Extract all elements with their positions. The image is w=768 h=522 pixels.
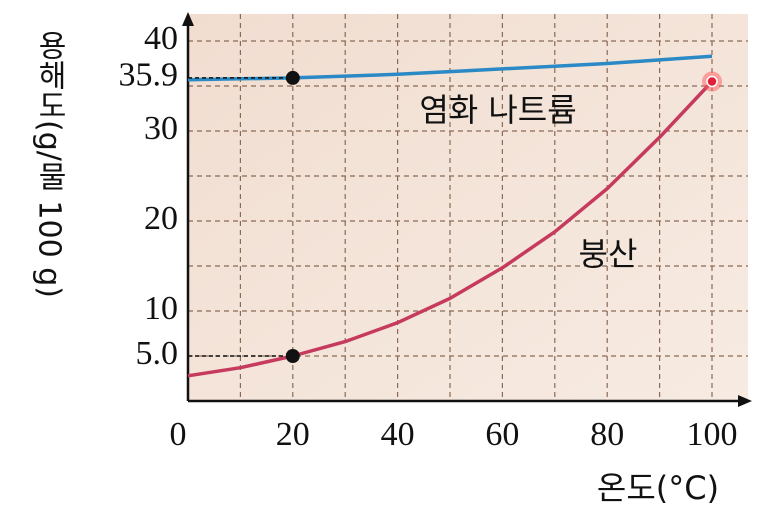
data-point (285, 70, 300, 85)
y-tick-label: 10 (144, 290, 178, 327)
x-tick-label: 40 (381, 416, 415, 453)
y-tick-label: 40 (144, 20, 178, 57)
end-point (706, 75, 718, 88)
series-label: 붕산 (579, 235, 638, 273)
y-axis-arrow (182, 12, 194, 26)
x-axis-label: 온도(°C) (597, 469, 719, 507)
series-line (187, 80, 714, 378)
data-point (285, 349, 300, 363)
x-axis-arrow (738, 395, 752, 407)
y-tick-label: 20 (144, 200, 178, 237)
y-tick-label: 30 (144, 110, 178, 147)
y-axis-label: 용해도(g/물 100 g) (32, 30, 67, 298)
y-tick-label: 35.9 (119, 57, 179, 94)
x-tick-label: 80 (590, 416, 624, 453)
x-tick-label: 20 (276, 416, 310, 453)
x-tick-label: 60 (485, 416, 519, 453)
y-tick-label: 5.0 (136, 335, 179, 372)
x-tick-label: 100 (687, 416, 738, 453)
x-tick-label: 0 (170, 416, 187, 453)
series-label: 염화 나트륨 (419, 91, 576, 129)
